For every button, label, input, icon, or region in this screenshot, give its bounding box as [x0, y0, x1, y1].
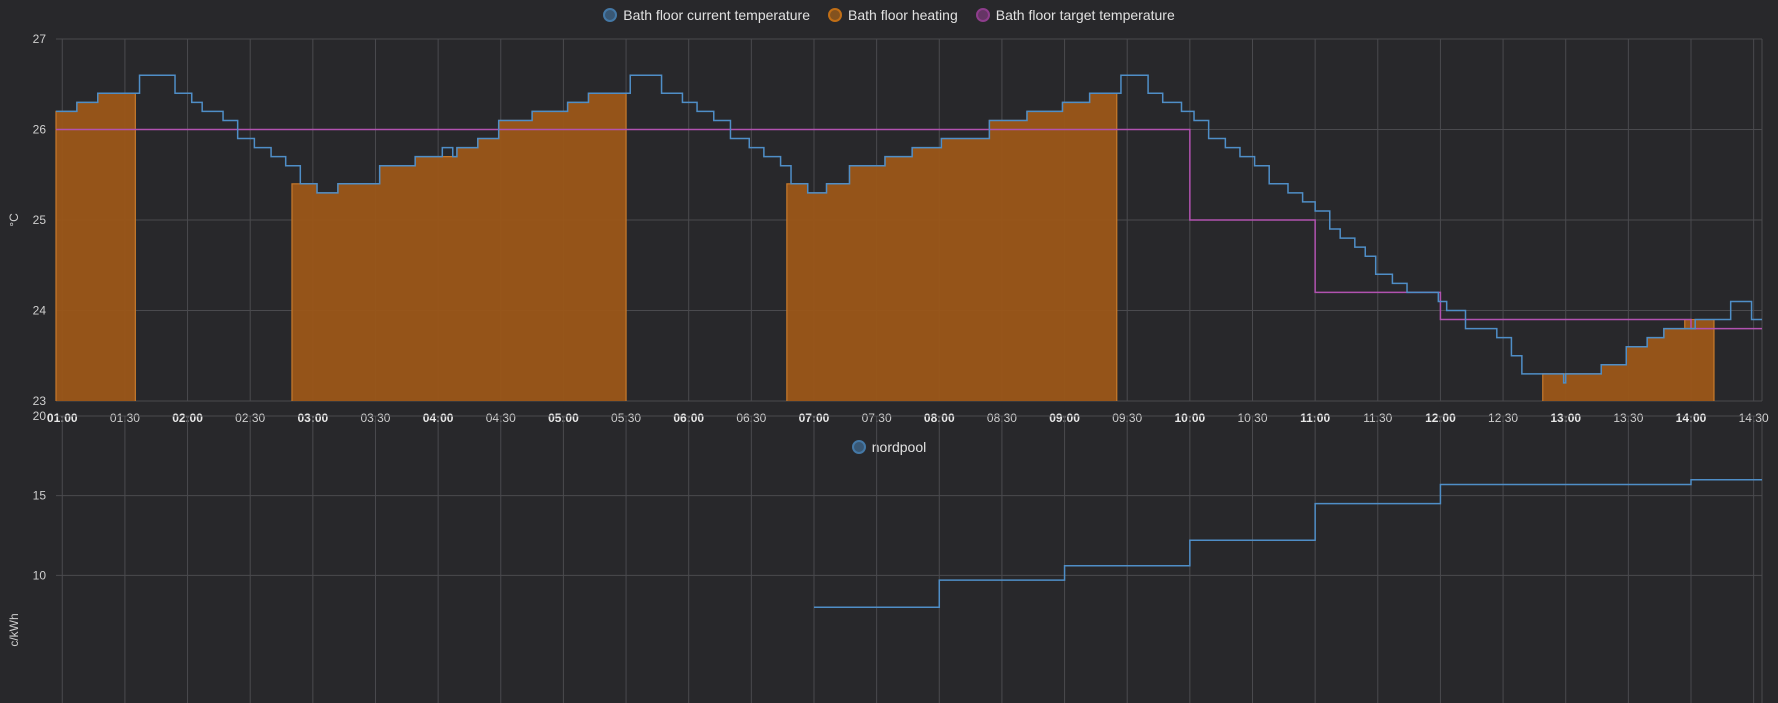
y-tick-label: 23 — [33, 394, 47, 408]
y-tick-label: 24 — [33, 304, 47, 318]
legend-label: Bath floor current temperature — [623, 7, 810, 23]
x-tick-label: 14:00 — [1676, 411, 1707, 425]
y-axis-label: °C — [7, 213, 21, 227]
x-tick-label: 02:30 — [235, 411, 265, 425]
x-tick-label: 13:00 — [1550, 411, 1581, 425]
x-tick-label: 14:30 — [1739, 411, 1769, 425]
x-tick-label: 07:30 — [862, 411, 892, 425]
legend-swatch — [851, 440, 866, 454]
temperature-chart: 23 24 25 26 27 01:00 01:30 02:00 02:30 03:00 03:30… — [7, 32, 1769, 425]
x-tick-label: 10:00 — [1175, 411, 1206, 425]
x-tick-label: 11:00 — [1300, 411, 1330, 425]
x-tick-label: 06:30 — [736, 411, 766, 425]
series-nordpool-line — [813, 478, 1762, 608]
x-tick-label: 04:30 — [486, 411, 516, 425]
x-tick-label: 09:00 — [1049, 411, 1080, 425]
legend-swatch — [975, 8, 990, 22]
x-tick-label: 08:30 — [987, 411, 1017, 425]
x-tick-label: 08:00 — [924, 411, 955, 425]
series-target-temperature-line — [56, 128, 1762, 330]
heating-area-1 — [56, 93, 136, 402]
legend-item-nordpool[interactable]: nordpool — [851, 439, 927, 455]
legend-label: Bath floor target temperature — [995, 7, 1175, 23]
legend-top: Bath floor current temperature Bath floor… — [0, 3, 1778, 27]
x-tick-label: 10:30 — [1237, 411, 1267, 425]
heating-area-2 — [291, 93, 627, 402]
y-tick-label: 25 — [33, 213, 47, 227]
y-tick-label: 10 — [33, 568, 47, 582]
y-tick-label: 15 — [33, 489, 47, 503]
legend-label: Bath floor heating — [848, 7, 958, 23]
heating-area-3 — [786, 93, 1117, 402]
legend-item-bath-floor-heating[interactable]: Bath floor heating — [828, 7, 958, 23]
legend-label: nordpool — [871, 439, 927, 455]
y-tick-label: 26 — [33, 123, 47, 137]
x-tick-label: 07:00 — [799, 411, 830, 425]
legend-swatch — [603, 8, 618, 22]
x-tick-label: 05:30 — [611, 411, 641, 425]
x-tick-label: 03:30 — [360, 411, 390, 425]
x-tick-label: 02:00 — [172, 411, 203, 425]
x-tick-label: 11:30 — [1363, 411, 1392, 425]
series-current-temperature-line — [56, 74, 1762, 384]
legend-item-bath-floor-target-temperature[interactable]: Bath floor target temperature — [975, 7, 1175, 23]
legend-swatch — [828, 8, 842, 22]
legend-item-bath-floor-current-temperature[interactable]: Bath floor current temperature — [603, 7, 810, 23]
x-tick-label: 09:30 — [1112, 411, 1142, 425]
heating-area-4 — [1542, 319, 1714, 401]
legend-bottom: nordpool — [0, 435, 1778, 459]
x-tick-label: 12:30 — [1488, 411, 1518, 425]
x-tick-label: 03:00 — [297, 411, 328, 425]
x-tick-label: 01:00 — [47, 411, 78, 425]
x-tick-label: 13:30 — [1613, 411, 1643, 425]
y-axis-label: c/kWh — [7, 613, 21, 646]
y-tick-label: 27 — [33, 32, 47, 46]
grid — [56, 415, 1763, 703]
x-tick-label: 06:00 — [673, 411, 704, 425]
x-tick-label: 05:00 — [548, 411, 579, 425]
x-tick-label: 12:00 — [1425, 411, 1456, 425]
x-tick-label: 04:00 — [423, 411, 454, 425]
x-tick-label: 01:30 — [110, 411, 140, 425]
